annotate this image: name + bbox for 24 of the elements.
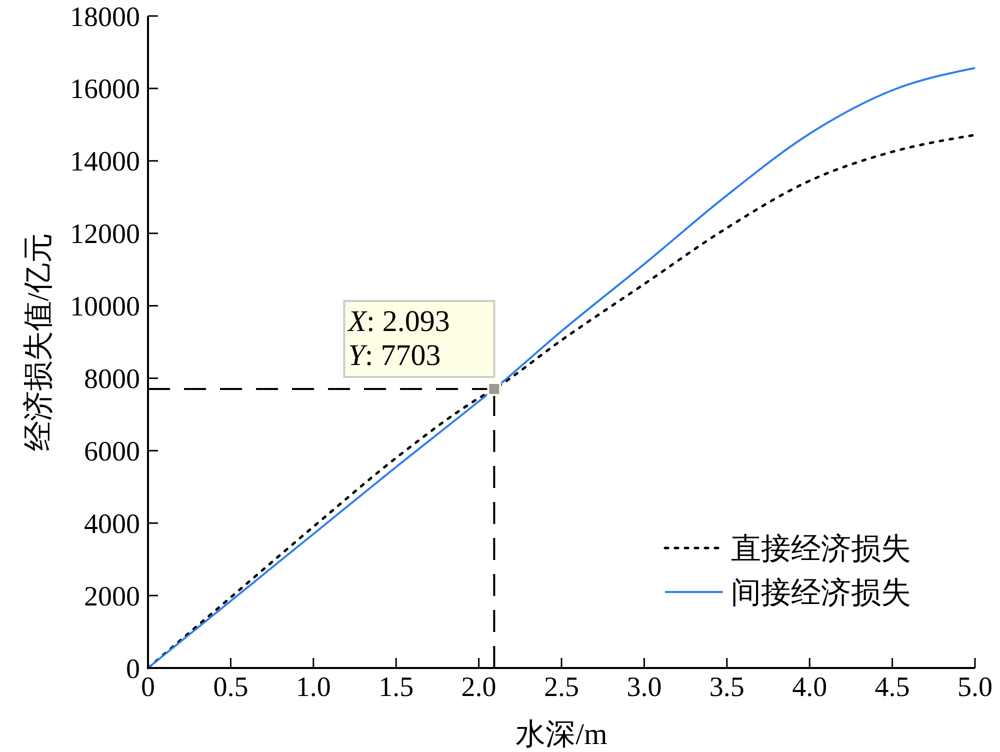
y-axis-title: 经济损失值/亿元 [22, 232, 55, 452]
y-tick-label: 6000 [84, 436, 140, 468]
y-tick-label: 4000 [84, 508, 140, 540]
x-tick-label: 2.0 [461, 672, 496, 703]
x-tick-label: 3.5 [709, 672, 744, 703]
legend-label: 间接经济损失 [731, 576, 911, 610]
x-tick-label: 1.0 [296, 672, 331, 703]
x-tick-label: 4.0 [792, 672, 828, 703]
x-tick-label: 1.5 [378, 672, 414, 703]
y-tick-label: 2000 [84, 581, 140, 612]
x-tick-label: 4.5 [874, 672, 910, 703]
x-tick-label: 0.5 [213, 672, 248, 703]
y-tick-label: 10000 [70, 292, 140, 323]
x-tick-label: 5.0 [958, 672, 992, 703]
x-tick-label: 2.5 [544, 672, 579, 703]
annotation: X: 2.093 Y: 7703 [347, 304, 450, 372]
y-tick-label: 14000 [70, 146, 140, 178]
y-tick-label: 18000 [70, 2, 140, 33]
legend-label: 直接经济损失 [731, 532, 911, 566]
x-axis-title: 水深/m [516, 718, 608, 751]
x-tick-label: 3.0 [626, 672, 662, 703]
y-tick-label: 16000 [70, 74, 140, 106]
y-tick-label: 8000 [84, 364, 140, 396]
y-tick-label: 12000 [70, 219, 140, 250]
